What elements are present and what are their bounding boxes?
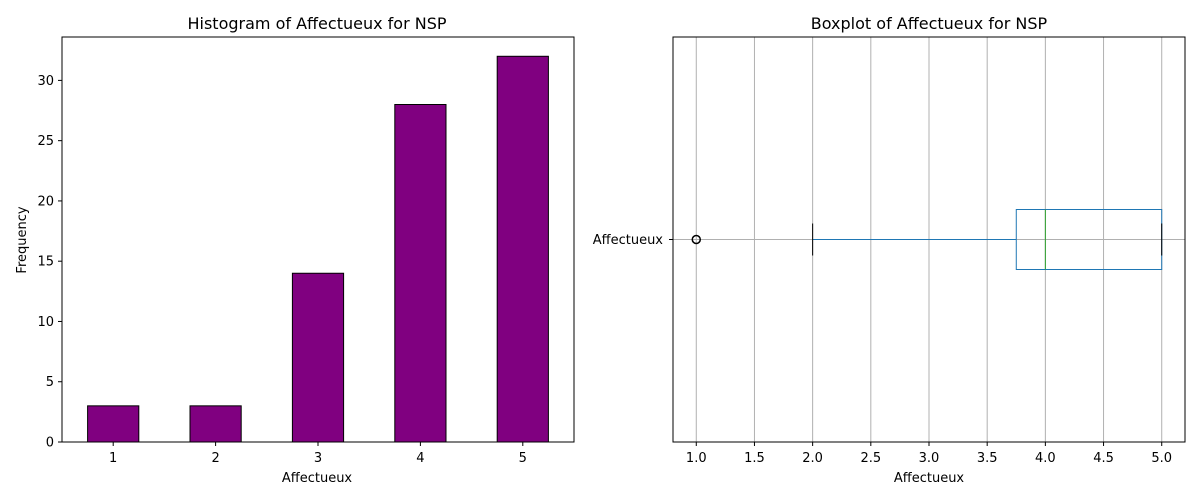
- y-tick-label: Affectueux: [593, 233, 664, 248]
- boxplot-plot-frame: [672, 36, 1186, 443]
- x-tick-label: 1: [109, 451, 117, 466]
- y-tick-label: 20: [37, 194, 54, 209]
- boxplot-x-ticks: 1.0 1.5 2.0 2.5 3.0 3.5 4.0 4.5 5.0: [686, 442, 1172, 466]
- x-tick-label: 1.5: [744, 451, 765, 466]
- histogram-x-ticks: 1 2 3 4 5: [109, 442, 527, 466]
- y-tick-label: 5: [46, 375, 54, 390]
- histogram-bar: [496, 55, 549, 443]
- y-tick-label: 30: [37, 74, 54, 89]
- boxplot-title: Boxplot of Affectueux for NSP: [811, 14, 1048, 33]
- x-tick-label: 2.5: [860, 451, 881, 466]
- x-tick-label: 3.0: [919, 451, 940, 466]
- x-tick-label: 2.0: [802, 451, 823, 466]
- x-tick-label: 4: [416, 451, 424, 466]
- y-tick-label: 25: [37, 134, 54, 149]
- x-tick-label: 3: [314, 451, 322, 466]
- x-tick-label: 5: [519, 451, 527, 466]
- histogram-plot-frame: [61, 36, 575, 443]
- boxplot-chart: Boxplot of Affectueux for NSP 1.0 1.5 2.0 2…: [593, 14, 1186, 486]
- x-tick-label: 4.5: [1093, 451, 1114, 466]
- x-tick-label: 4.0: [1035, 451, 1056, 466]
- histogram-y-axis-label: Frequency: [15, 206, 30, 273]
- histogram-bars: [87, 55, 549, 443]
- histogram-bar: [394, 104, 447, 443]
- boxplot-x-axis-label: Affectueux: [894, 471, 965, 486]
- boxplot-marks: [691, 209, 1163, 270]
- x-tick-label: 3.5: [977, 451, 998, 466]
- boxplot-y-ticks: Affectueux: [593, 233, 673, 248]
- outlier-point: [691, 234, 702, 245]
- x-tick-label: 1.0: [686, 451, 707, 466]
- histogram-y-ticks: 0 5 10 15 20 25 30: [37, 74, 62, 451]
- histogram-chart: Histogram of Affectueux for NSP 1 2 3 4 5 0 5…: [15, 14, 575, 486]
- histogram-title: Histogram of Affectueux for NSP: [187, 14, 446, 33]
- x-tick-label: 2: [211, 451, 219, 466]
- y-tick-label: 10: [37, 315, 54, 330]
- histogram-bar: [291, 272, 345, 443]
- histogram-bar: [189, 405, 242, 443]
- histogram-x-axis-label: Affectueux: [282, 471, 353, 486]
- x-tick-label: 5.0: [1151, 451, 1172, 466]
- y-tick-label: 0: [46, 436, 54, 451]
- histogram-bar: [87, 405, 140, 443]
- y-tick-label: 15: [37, 255, 54, 270]
